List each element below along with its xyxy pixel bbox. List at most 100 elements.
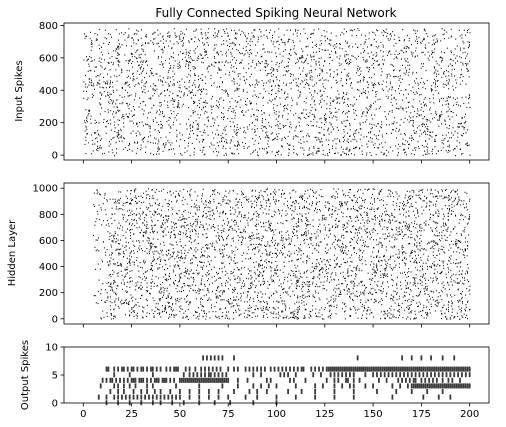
spike-mark: [128, 28, 130, 30]
spike-mark: [191, 91, 193, 94]
spike-mark: [173, 316, 175, 318]
spike-mark: [344, 40, 346, 42]
spike-mark: [111, 240, 113, 242]
spike-mark: [347, 97, 349, 100]
spike-mark: [197, 75, 199, 77]
spike-mark: [459, 262, 461, 264]
spike-mark: [260, 35, 262, 37]
spike-mark: [98, 83, 100, 85]
spike-mark: [176, 114, 178, 116]
spike-mark: [348, 62, 350, 65]
spike-mark: [271, 151, 273, 153]
spike-mark: [279, 294, 281, 296]
spike-mark: [209, 200, 211, 202]
spike-mark: [430, 189, 432, 191]
spike-mark: [213, 49, 215, 51]
spike-mark: [132, 130, 134, 132]
spike-mark: [202, 146, 204, 149]
spike-mark: [344, 60, 346, 62]
spike-mark: [182, 103, 184, 105]
spike-mark: [104, 67, 106, 69]
spike-mark: [363, 136, 365, 138]
spike-mark: [170, 127, 172, 129]
spike-mark: [313, 270, 315, 272]
spike-mark: [417, 55, 418, 57]
spike-mark: [263, 96, 264, 98]
spike-mark: [313, 118, 315, 120]
spike-mark: [447, 95, 449, 98]
spike-mark: [309, 223, 311, 226]
spike-mark: [109, 93, 111, 95]
spike-mark: [357, 55, 359, 57]
spike-mark: [282, 292, 284, 294]
spike-mark: [155, 85, 157, 87]
spike-mark: [454, 98, 456, 101]
spike-mark: [336, 102, 338, 104]
spike-mark: [310, 109, 312, 112]
spike-mark: [359, 259, 361, 262]
spike-mark: [323, 318, 325, 320]
spike-mark: [301, 276, 303, 279]
spike-mark: [293, 74, 295, 76]
spike-mark: [455, 215, 457, 217]
spike-mark: [395, 264, 397, 266]
spike-mark: [322, 284, 324, 287]
spike-mark: [350, 140, 352, 142]
spike-mark: [451, 75, 453, 77]
spike-mark: [185, 63, 187, 65]
spike-mark: [365, 92, 367, 95]
spike-mark: [119, 109, 121, 112]
spike-mark: [417, 212, 419, 214]
spike-mark: [405, 50, 407, 53]
spike-mark: [321, 122, 323, 124]
spike-mark: [288, 61, 289, 63]
spike-mark: [408, 93, 409, 95]
spike-mark: [261, 238, 263, 240]
spike-mark: [163, 116, 165, 118]
spike-mark: [355, 129, 357, 131]
spike-mark: [202, 193, 203, 195]
spike-mark: [381, 121, 383, 123]
spike-mark: [294, 130, 296, 132]
spike-mark: [444, 120, 446, 122]
spike-mark: [173, 229, 175, 232]
spike-mark: [454, 130, 456, 132]
spike-mark: [236, 59, 238, 61]
spike-mark: [456, 203, 458, 206]
spike-mark: [274, 46, 276, 48]
spike-mark: [442, 104, 444, 106]
spike-mark: [343, 288, 345, 291]
spike-mark: [352, 55, 354, 57]
spike-mark: [443, 72, 444, 74]
spike-mark: [443, 260, 445, 262]
spike-mark: [98, 75, 100, 77]
spike-mark: [411, 55, 413, 57]
spike-mark: [357, 65, 359, 67]
spike-mark: [130, 297, 132, 299]
spike-mark: [414, 261, 416, 263]
spike-mark: [241, 242, 243, 244]
spike-mark: [444, 196, 446, 198]
spike-mark: [146, 197, 147, 199]
spike-mark: [256, 63, 258, 65]
spike-mark: [452, 149, 454, 151]
spike-mark: [255, 55, 257, 57]
spike-mark: [223, 40, 225, 42]
spike-mark: [266, 313, 268, 315]
spike-mark: [136, 123, 138, 125]
spike-mark: [113, 106, 115, 108]
spike-mark: [389, 307, 391, 310]
spike-mark: [258, 238, 260, 240]
spike-mark: [320, 281, 322, 283]
spike-mark: [337, 73, 339, 75]
spike-mark: [410, 290, 412, 292]
spike-mark: [323, 30, 325, 32]
spike-mark: [234, 37, 236, 39]
spike-mark: [254, 280, 255, 282]
spike-mark: [283, 82, 285, 84]
spike-mark: [172, 97, 173, 100]
spike-mark: [193, 50, 195, 52]
spike-mark: [261, 125, 263, 127]
spike-mark: [101, 58, 103, 60]
